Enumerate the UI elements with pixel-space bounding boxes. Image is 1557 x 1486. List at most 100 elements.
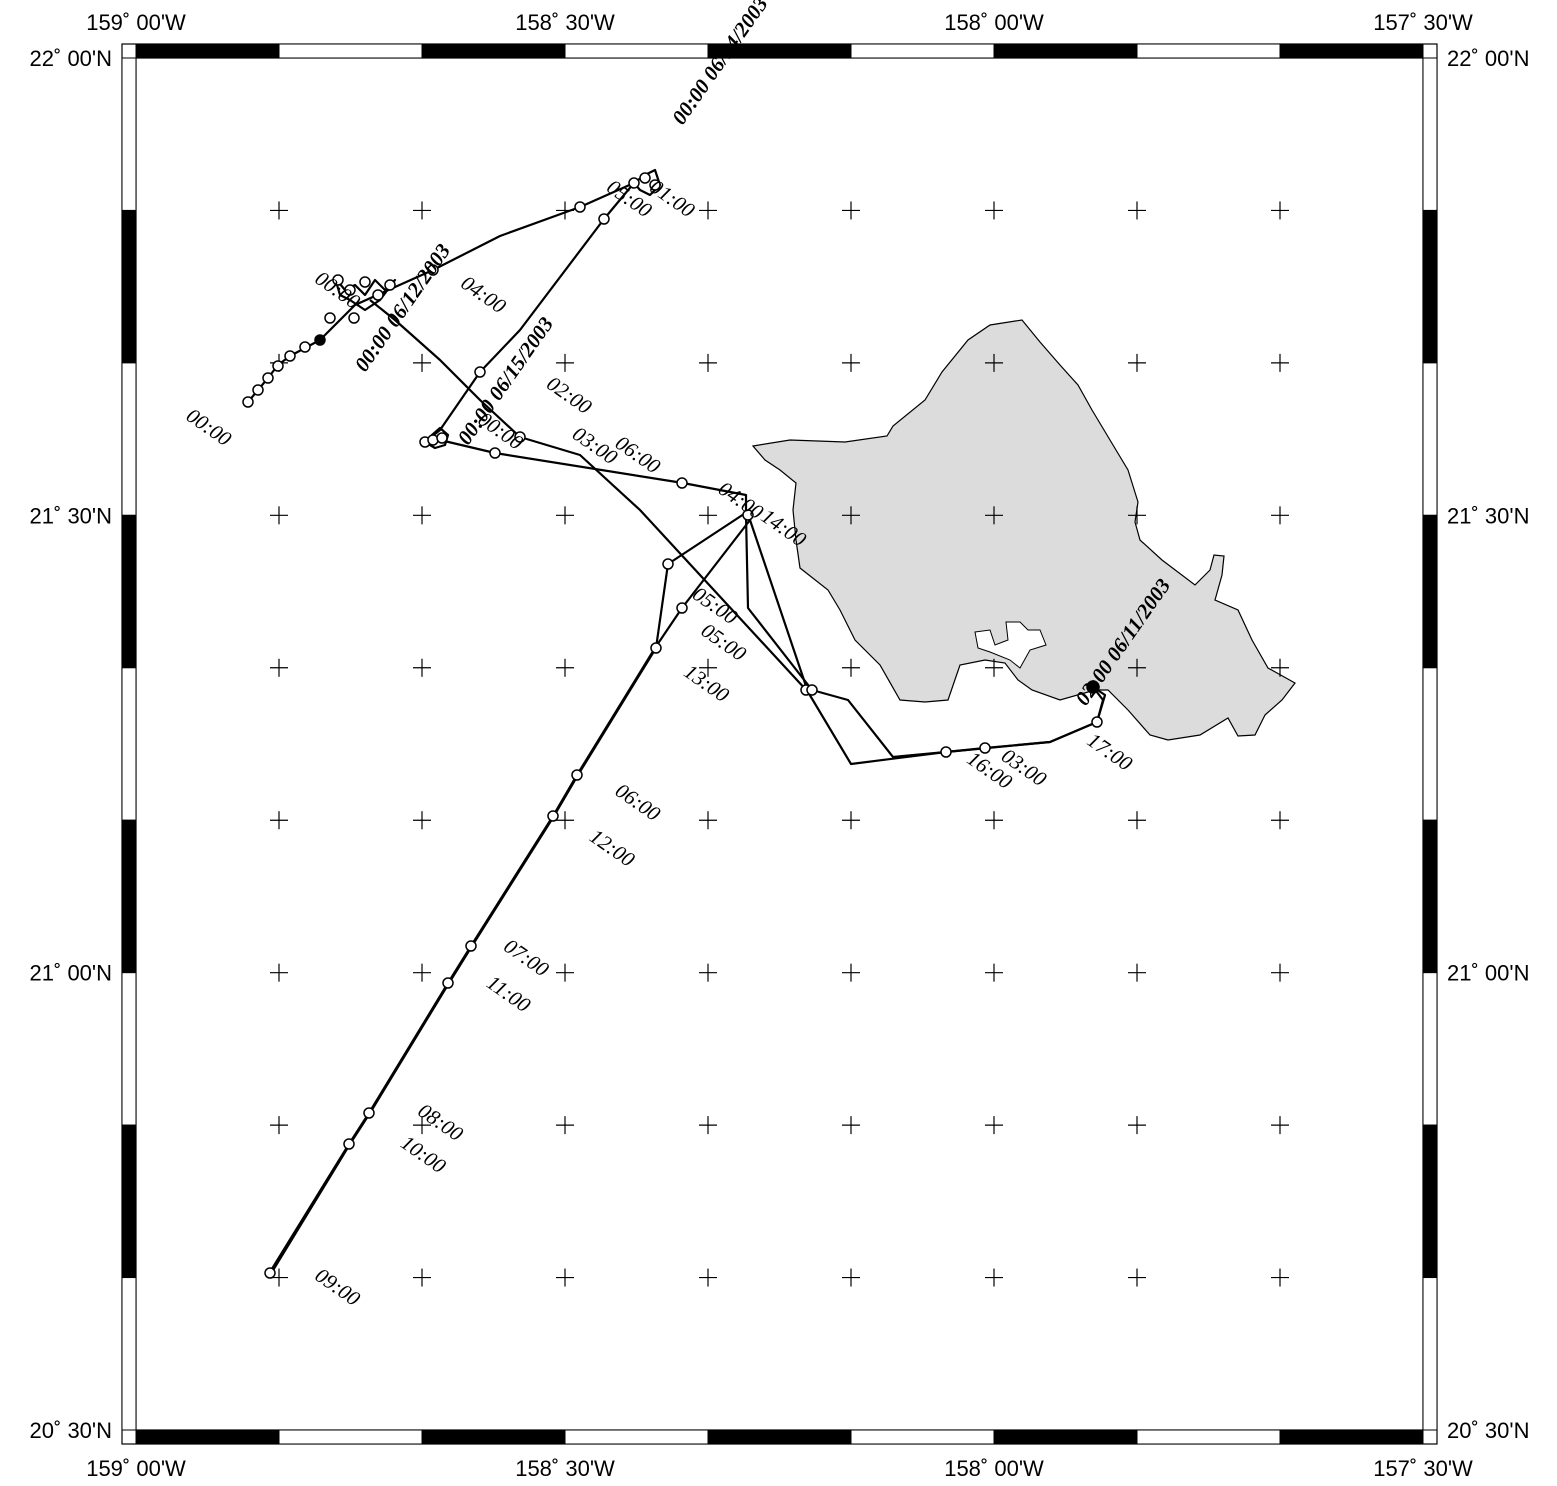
marker — [324, 312, 336, 324]
frame-segment — [1422, 667, 1438, 821]
frame-segment — [1422, 819, 1438, 974]
marker — [272, 360, 284, 372]
lat-label-left: 20˚ 30'N — [30, 1418, 112, 1443]
lat-label-right: 21˚ 30'N — [1447, 503, 1529, 528]
frame-segment — [564, 1429, 709, 1445]
frame-segment — [1136, 1429, 1281, 1445]
marker — [284, 350, 296, 362]
marker — [574, 201, 586, 213]
frame-segment — [1422, 209, 1438, 364]
frame-segment — [121, 57, 137, 211]
marker — [348, 312, 360, 324]
lat-label-left: 21˚ 30'N — [30, 503, 112, 528]
marker — [262, 372, 274, 384]
marker — [806, 684, 818, 696]
marker — [514, 431, 526, 443]
marker — [343, 1138, 355, 1150]
frame-segment — [121, 1124, 137, 1279]
track-line-7 — [519, 435, 809, 693]
frame-segment — [1279, 1429, 1424, 1445]
track-line-6 — [369, 299, 521, 438]
lat-label-right: 21˚ 00'N — [1447, 961, 1529, 986]
grid-crosses — [270, 201, 1289, 1287]
frame-segment — [421, 1429, 566, 1445]
frame-segment — [121, 362, 137, 516]
track-markers — [242, 172, 1103, 1279]
lon-label-top: 158˚ 30'W — [515, 10, 615, 35]
marker — [489, 447, 501, 459]
marker — [465, 940, 477, 952]
frame-segment — [278, 43, 423, 59]
frame-segment — [121, 209, 137, 364]
frame-segment — [121, 1277, 137, 1431]
frame-segment — [1279, 43, 1424, 59]
frame-segment — [993, 43, 1138, 59]
marker — [264, 1267, 276, 1279]
ship-tracks — [247, 168, 1107, 1273]
marker — [252, 384, 264, 396]
pearl-harbor — [974, 621, 1047, 669]
frame-segment — [121, 819, 137, 974]
frame-segment — [850, 43, 995, 59]
marker — [427, 264, 439, 276]
frame-segment — [135, 1429, 280, 1445]
marker — [1086, 680, 1100, 694]
frame-segment — [1422, 1124, 1438, 1279]
track-line-5 — [319, 181, 635, 341]
frame-segment — [1422, 362, 1438, 516]
marker — [363, 1107, 375, 1119]
marker — [1091, 716, 1103, 728]
lon-label-bottom: 157˚ 30'W — [1373, 1456, 1473, 1481]
marker — [742, 509, 754, 521]
lat-label-left: 21˚ 00'N — [30, 961, 112, 986]
frame-segment — [1422, 57, 1438, 211]
map-frame — [121, 43, 1438, 1445]
frame-segment — [278, 1429, 423, 1445]
marker — [359, 276, 371, 288]
frame-segment — [1136, 43, 1281, 59]
marker — [639, 172, 651, 184]
marker — [979, 742, 991, 754]
lon-label-top: 159˚ 00'W — [86, 10, 186, 35]
marker — [571, 769, 583, 781]
marker — [314, 334, 326, 346]
marker — [598, 213, 610, 225]
marker — [650, 642, 662, 654]
marker — [940, 746, 952, 758]
lat-label-right: 22˚ 00'N — [1447, 46, 1529, 71]
lon-label-top: 157˚ 30'W — [1373, 10, 1473, 35]
lon-label-top: 158˚ 00'W — [944, 10, 1044, 35]
frame-segment — [1422, 972, 1438, 1126]
frame-segment — [1422, 514, 1438, 669]
marker — [649, 179, 661, 191]
marker — [676, 602, 688, 614]
oahu-island — [751, 319, 1296, 741]
marker — [242, 396, 254, 408]
marker — [436, 432, 448, 444]
marker — [299, 341, 311, 353]
marker — [662, 558, 674, 570]
frame-segment — [1422, 1277, 1438, 1431]
marker — [384, 279, 396, 291]
lat-label-left: 22˚ 00'N — [30, 46, 112, 71]
track-line-4 — [424, 182, 635, 443]
track-line-3 — [271, 511, 748, 1273]
frame-segment — [707, 1429, 852, 1445]
lon-label-bottom: 159˚ 00'W — [86, 1456, 186, 1481]
frame-segment — [564, 43, 709, 59]
lon-label-bottom: 158˚ 00'W — [944, 1456, 1044, 1481]
marker — [344, 284, 356, 296]
marker — [628, 177, 640, 189]
frame-segment — [121, 514, 137, 669]
frame-segment — [121, 667, 137, 821]
axis-labels: 159˚ 00'W 159˚ 00'W 158˚ 30'W 158˚ 30'W 158˚… — [30, 10, 1530, 1481]
frame-segment — [121, 972, 137, 1126]
marker — [547, 810, 559, 822]
lat-label-right: 20˚ 30'N — [1447, 1418, 1529, 1443]
frame-segment — [421, 43, 566, 59]
marker — [474, 366, 486, 378]
marker — [676, 477, 688, 489]
marker — [332, 274, 344, 286]
marker — [442, 977, 454, 989]
